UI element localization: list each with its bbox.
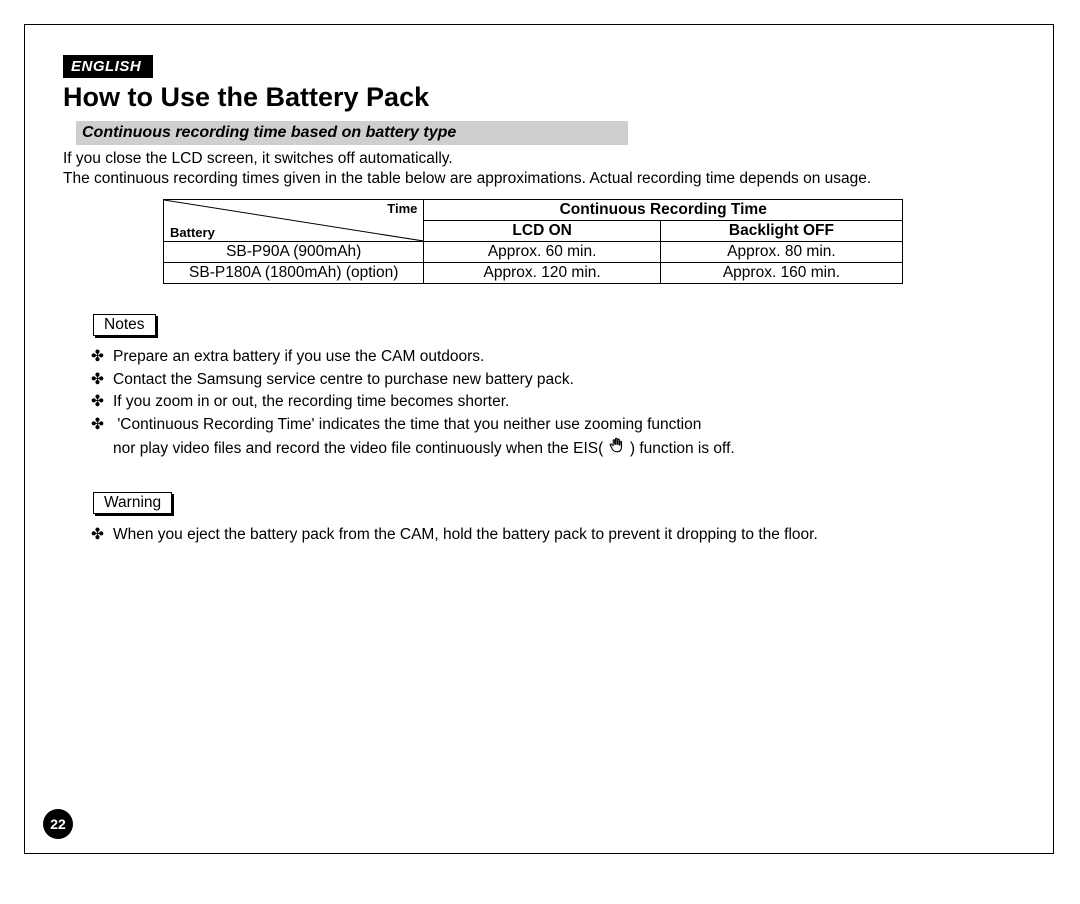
warning-list: When you eject the battery pack from the… — [63, 524, 1015, 546]
table-header-merged: Continuous Recording Time — [424, 200, 903, 221]
page-number: 22 — [43, 809, 73, 839]
warning-label: Warning — [93, 492, 172, 514]
intro-text: If you close the LCD screen, it switches… — [63, 149, 1015, 189]
recording-time-table: Time Battery Continuous Recording Time L… — [163, 199, 903, 284]
table-header-lcd-on: LCD ON — [424, 221, 660, 242]
diag-top-label: Time — [387, 201, 417, 216]
note4-part-c: ) function is off. — [630, 440, 735, 457]
notes-label: Notes — [93, 314, 156, 336]
intro-line-2: The continuous recording times given in … — [63, 170, 871, 187]
list-item: Prepare an extra battery if you use the … — [113, 346, 1015, 368]
diag-bottom-label: Battery — [170, 225, 215, 240]
lcd-on-value: Approx. 120 min. — [424, 263, 660, 284]
list-item: When you eject the battery pack from the… — [113, 524, 1015, 546]
battery-name: SB-P90A (900mAh) — [164, 242, 424, 263]
backlight-off-value: Approx. 80 min. — [660, 242, 902, 263]
intro-line-1: If you close the LCD screen, it switches… — [63, 150, 453, 167]
list-item: If you zoom in or out, the recording tim… — [113, 391, 1015, 413]
hand-icon — [608, 436, 626, 461]
list-item: 'Continuous Recording Time' indicates th… — [113, 414, 1015, 462]
lcd-on-value: Approx. 60 min. — [424, 242, 660, 263]
language-tag: ENGLISH — [63, 55, 153, 78]
section-subheading: Continuous recording time based on batte… — [76, 121, 628, 145]
note4-part-a: 'Continuous Recording Time' indicates th… — [117, 416, 701, 433]
backlight-off-value: Approx. 160 min. — [660, 263, 902, 284]
note4-part-b: nor play video files and record the vide… — [113, 440, 608, 457]
battery-name: SB-P180A (1800mAh) (option) — [164, 263, 424, 284]
page-title: How to Use the Battery Pack — [63, 82, 1015, 113]
manual-page: ENGLISH How to Use the Battery Pack Cont… — [24, 24, 1054, 854]
list-item: Contact the Samsung service centre to pu… — [113, 369, 1015, 391]
table-row: SB-P180A (1800mAh) (option) Approx. 120 … — [164, 263, 903, 284]
table-header-backlight-off: Backlight OFF — [660, 221, 902, 242]
notes-list: Prepare an extra battery if you use the … — [63, 346, 1015, 461]
table-row: SB-P90A (900mAh) Approx. 60 min. Approx.… — [164, 242, 903, 263]
table-diagonal-header: Time Battery — [164, 200, 424, 242]
